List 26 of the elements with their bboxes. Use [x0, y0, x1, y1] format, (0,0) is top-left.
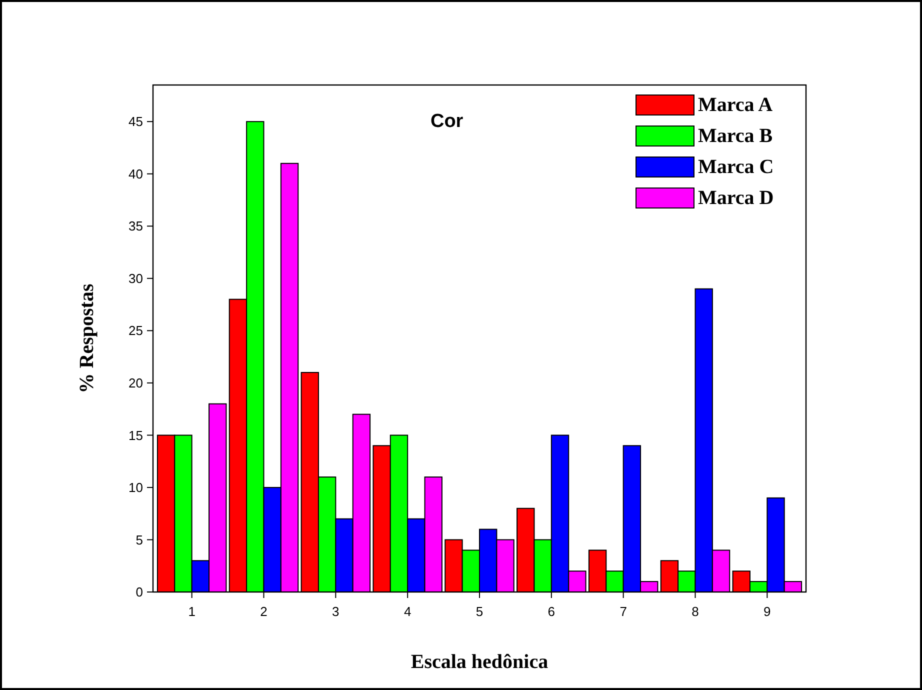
x-tick-label: 7	[620, 604, 627, 619]
x-tick-label: 9	[764, 604, 771, 619]
x-tick-label: 8	[692, 604, 699, 619]
x-axis-title: Escala hedônica	[410, 651, 548, 673]
y-tick-label: 15	[128, 428, 143, 443]
y-tick-label: 35	[128, 218, 143, 234]
y-tick-label: 10	[128, 480, 143, 496]
legend-label: Marca C	[698, 156, 774, 178]
x-tick-label: 3	[332, 604, 340, 619]
y-tick-label: 20	[128, 375, 143, 390]
x-tick-label: 2	[260, 604, 268, 619]
legend-label: Marca D	[698, 187, 774, 209]
y-tick-label: 25	[128, 323, 143, 338]
x-tick-label: 5	[476, 604, 484, 619]
y-tick-label: 45	[128, 114, 143, 130]
x-tick-label: 4	[404, 604, 412, 619]
y-tick-label: 0	[136, 584, 143, 600]
legend-label: Marca B	[698, 125, 773, 147]
y-tick-label: 30	[128, 270, 143, 286]
x-tick-label: 1	[188, 604, 196, 619]
legend-label: Marca A	[698, 94, 774, 116]
text: Cor	[430, 111, 464, 132]
x-tick-label: 6	[548, 604, 556, 619]
y-tick-label: 5	[136, 532, 143, 548]
y-tick-label: 40	[128, 166, 143, 182]
y-axis-title: % Respostas	[76, 284, 98, 394]
